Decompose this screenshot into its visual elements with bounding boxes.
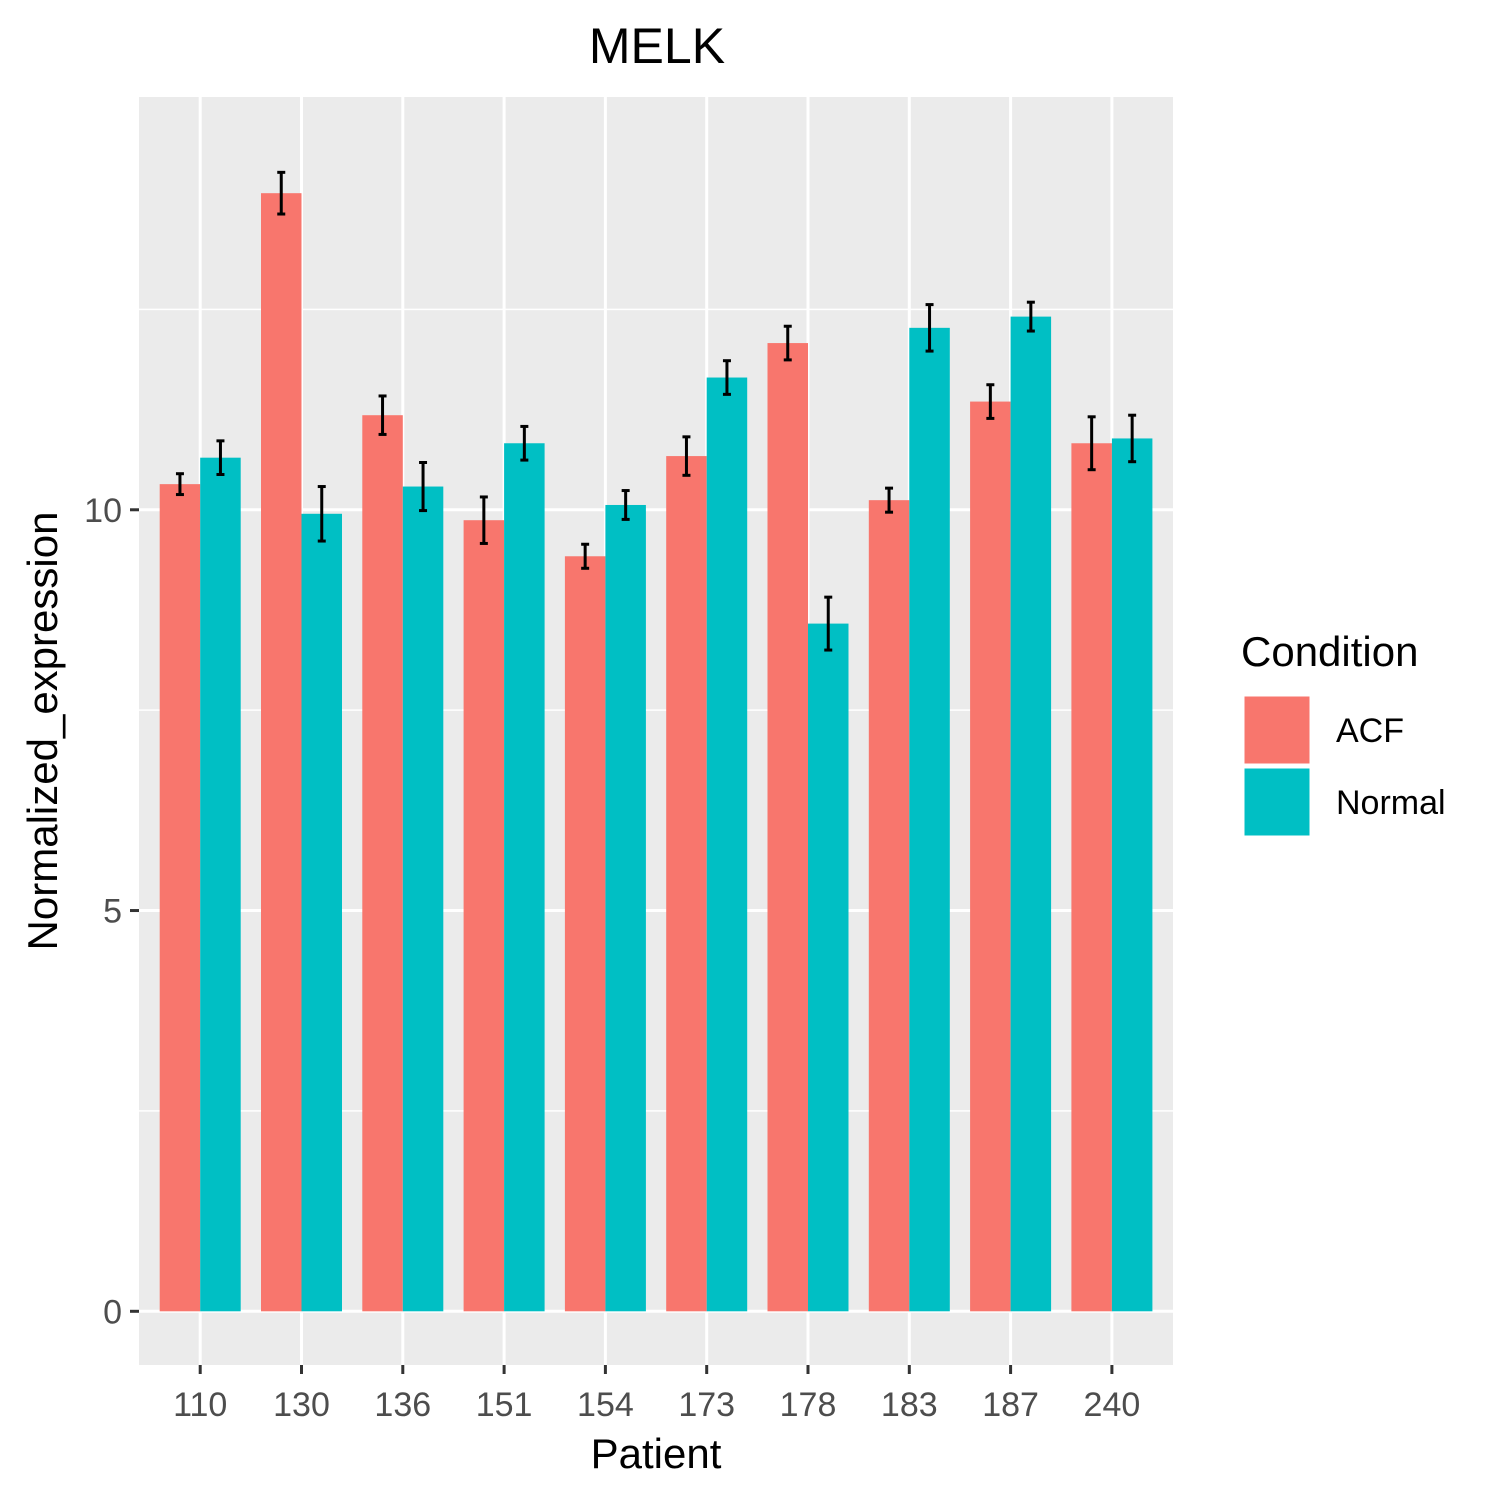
bar-normal-240 — [1111, 438, 1153, 1312]
x-tick-label: 110 — [173, 1386, 227, 1424]
error-bar-normal-154 — [621, 489, 630, 521]
y-axis-title: Normalized_expression — [19, 512, 66, 951]
x-tick-label: 173 — [678, 1386, 735, 1424]
legend-key — [1241, 765, 1313, 839]
x-tick-label: 178 — [780, 1386, 837, 1424]
error-bar-acf-136 — [378, 394, 387, 436]
error-bar-acf-151 — [479, 495, 488, 545]
y-tick-label: 0 — [103, 1293, 122, 1331]
error-bar-acf-240 — [1087, 415, 1096, 472]
error-bar-normal-151 — [520, 424, 529, 462]
bar-normal-130 — [301, 513, 342, 1312]
bars — [159, 193, 1153, 1312]
legend: Condition ACF Normal — [1241, 628, 1446, 839]
error-bar-normal-178 — [824, 595, 833, 652]
error-bar-acf-183 — [885, 486, 894, 514]
x-tick-label: 183 — [881, 1386, 938, 1424]
bar-acf-173 — [666, 456, 707, 1312]
error-bar-normal-240 — [1128, 413, 1137, 464]
legend-label: ACF — [1336, 712, 1404, 750]
error-bar-acf-187 — [986, 383, 995, 420]
bar-normal-173 — [706, 377, 748, 1312]
x-axis-title: Patient — [591, 1430, 722, 1477]
bar-acf-151 — [463, 520, 505, 1312]
bar-normal-154 — [605, 504, 646, 1312]
x-tick-label: 151 — [476, 1386, 533, 1424]
error-bars — [175, 170, 1137, 652]
bar-acf-183 — [868, 500, 910, 1312]
bar-normal-110 — [200, 457, 241, 1312]
x-tick-label: 136 — [374, 1386, 431, 1424]
bar-normal-136 — [402, 486, 444, 1312]
x-tick-label: 130 — [273, 1386, 330, 1424]
legend-title: Condition — [1241, 628, 1418, 675]
legend-key — [1241, 693, 1313, 767]
bar-acf-136 — [362, 415, 403, 1312]
bar-normal-178 — [808, 623, 849, 1312]
bar-acf-130 — [261, 193, 302, 1312]
error-bar-normal-110 — [216, 439, 225, 477]
x-tick-label: 187 — [982, 1386, 1039, 1424]
bar-acf-154 — [564, 556, 606, 1312]
bar-acf-178 — [767, 343, 808, 1312]
error-bar-normal-130 — [317, 485, 326, 543]
x-tick-label: 154 — [577, 1386, 634, 1424]
error-bar-acf-110 — [175, 472, 184, 497]
bar-normal-187 — [1010, 316, 1052, 1312]
chart-title: MELK — [589, 18, 725, 74]
bar-acf-240 — [1071, 443, 1112, 1312]
error-bar-acf-173 — [682, 435, 691, 477]
error-bar-normal-187 — [1026, 300, 1035, 333]
error-bar-acf-178 — [783, 324, 792, 362]
y-axis: 0 5 10 — [84, 492, 139, 1331]
legend-item-normal: Normal — [1241, 765, 1446, 839]
error-bar-normal-136 — [419, 460, 428, 513]
legend-item-acf: ACF — [1241, 693, 1404, 767]
x-tick-label: 240 — [1084, 1386, 1141, 1424]
legend-label: Normal — [1336, 784, 1446, 822]
bar-normal-183 — [909, 327, 950, 1312]
bar-acf-187 — [970, 401, 1011, 1312]
y-tick-label: 10 — [84, 492, 122, 530]
error-bar-acf-130 — [277, 170, 286, 216]
x-axis: 110 130 136 151 154 173 178 183 187 240 — [173, 1365, 1140, 1424]
bar-normal-151 — [504, 443, 545, 1312]
y-tick-label: 5 — [103, 893, 122, 931]
error-bar-normal-183 — [925, 303, 934, 353]
bar-acf-110 — [159, 484, 201, 1312]
error-bar-acf-154 — [581, 542, 590, 570]
error-bar-normal-173 — [722, 359, 731, 396]
